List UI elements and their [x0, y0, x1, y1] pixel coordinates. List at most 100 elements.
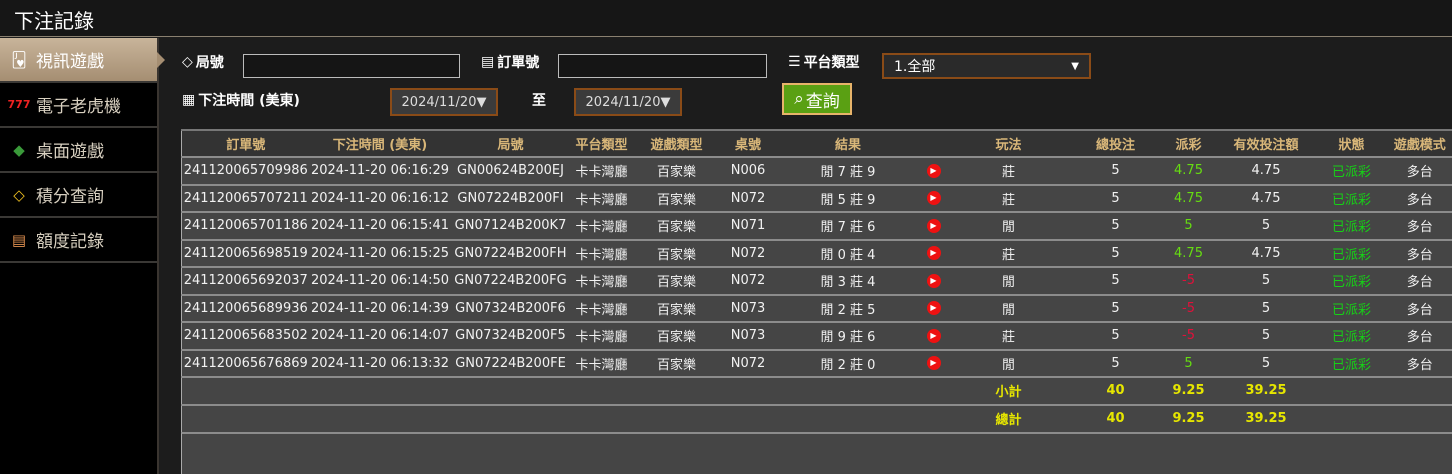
sidebar: 🂻 視訊遊戲 777 電子老虎機 ◆ 桌面遊戲 ◇ 積分查詢 ▤ 額度記錄: [0, 38, 165, 474]
total-payout: 9.25: [1160, 403, 1217, 432]
table-row: 241120065709986 2024-11-20 06:16:29 GN0062…: [181, 156, 1452, 185]
document-icon: ▤: [11, 230, 27, 249]
table-cell: 5: [1160, 211, 1217, 240]
table-cell: 241120065676869: [181, 348, 310, 377]
sidebar-item-credit-records[interactable]: ▤ 額度記錄: [0, 218, 157, 263]
table-cell: 百家樂: [632, 293, 721, 322]
table-row: 241120065692037 2024-11-20 06:14:50 GN0722…: [181, 266, 1452, 295]
video-play-icon[interactable]: ▶: [926, 273, 941, 288]
table-cell: 卡卡灣廳: [570, 211, 633, 240]
replay-cell: ▶: [920, 211, 947, 240]
search-icon: ⌕: [794, 89, 804, 109]
video-play-icon[interactable]: ▶: [926, 191, 941, 206]
replay-cell: ▶: [920, 266, 947, 295]
sidebar-item-label: 積分查詢: [36, 187, 104, 207]
table-cell: [632, 376, 721, 405]
replay-cell: ▶: [920, 348, 947, 377]
table-cell: 多台: [1387, 156, 1452, 185]
table-cell: 已派彩: [1315, 266, 1388, 295]
table-cell: 4.75: [1216, 238, 1316, 267]
subtotal-label: 小計: [946, 376, 1071, 405]
sidebar-item-label: 電子老虎機: [36, 97, 121, 117]
table-cell: 5: [1070, 156, 1161, 185]
subtotal-bet: 40: [1070, 376, 1161, 405]
table-cell: 2024-11-20 06:13:32: [309, 348, 451, 377]
table-cell: 5: [1160, 348, 1217, 377]
table-cell: 241120065692037: [181, 266, 310, 295]
table-cell: -5: [1160, 321, 1217, 350]
table-cell: GN07124B200K7: [450, 211, 571, 240]
video-play-icon[interactable]: ▶: [926, 246, 941, 261]
sidebar-item-live-games[interactable]: 🂻 視訊遊戲: [0, 38, 165, 83]
table-cell: 4.75: [1160, 238, 1217, 267]
bet-time-label-text: 下注時間 (美東): [198, 93, 300, 109]
search-button-label: 查詢: [805, 91, 840, 112]
column-header: 有效投注額: [1216, 130, 1316, 157]
table-cell: [570, 376, 633, 405]
table-cell: GN07224B200FI: [450, 183, 571, 212]
column-header: [920, 130, 947, 157]
column-header: 局號: [450, 130, 571, 157]
table-cell: [181, 403, 310, 432]
table-cell: 5: [1216, 321, 1316, 350]
subtotal-row: 小計 40 9.25 39.25: [181, 376, 1452, 405]
total-row: 總計 40 9.25 39.25: [181, 403, 1452, 432]
video-play-icon[interactable]: ▶: [926, 356, 941, 371]
platform-select[interactable]: 1.全部 ▼: [882, 53, 1091, 79]
replay-cell: ▶: [920, 183, 947, 212]
table-cell: 已派彩: [1315, 156, 1388, 185]
platform-label-text: 平台類型: [803, 55, 860, 71]
replay-cell: ▶: [920, 156, 947, 185]
table-cell: 百家樂: [632, 348, 721, 377]
table-cell: 閒 3 莊 4: [775, 266, 921, 295]
table-cell: 卡卡灣廳: [570, 293, 633, 322]
round-input[interactable]: [243, 54, 460, 78]
table-cell: 已派彩: [1315, 183, 1388, 212]
video-play-icon[interactable]: ▶: [926, 163, 941, 178]
table-cell: 莊: [946, 321, 1071, 350]
video-play-icon[interactable]: ▶: [926, 328, 941, 343]
tag-icon: ◇: [182, 54, 193, 70]
table-cell: 閒 2 莊 5: [775, 293, 921, 322]
table-cell: [450, 403, 571, 432]
table-cell: 4.75: [1160, 183, 1217, 212]
table-cell: 5: [1070, 238, 1161, 267]
table-cell: 2024-11-20 06:14:07: [309, 321, 451, 350]
table-cell: 閒: [946, 293, 1071, 322]
total-valid: 39.25: [1216, 403, 1316, 432]
table-cell: 多台: [1387, 321, 1452, 350]
clipboard-icon: ▤: [481, 54, 495, 70]
table-empty-area: [181, 432, 1452, 474]
search-button[interactable]: ⌕ 查詢: [782, 83, 852, 115]
date-from-picker[interactable]: 2024/11/20▼: [390, 88, 498, 116]
video-play-icon[interactable]: ▶: [926, 301, 941, 316]
sidebar-item-slots[interactable]: 777 電子老虎機: [0, 83, 157, 128]
title-bar: 下注記錄: [0, 0, 1452, 37]
column-header: 總投注: [1070, 130, 1161, 157]
table-cell: 百家樂: [632, 266, 721, 295]
sidebar-item-points[interactable]: ◇ 積分查詢: [0, 173, 157, 218]
table-row: 241120065676869 2024-11-20 06:13:32 GN0722…: [181, 348, 1452, 377]
video-play-icon[interactable]: ▶: [926, 218, 941, 233]
table-cell: N072: [720, 266, 776, 295]
date-to-picker[interactable]: 2024/11/20▼: [574, 88, 682, 116]
order-input[interactable]: [558, 54, 767, 78]
column-header: 訂單號: [181, 130, 310, 157]
table-cell: 多台: [1387, 238, 1452, 267]
total-label: 總計: [946, 403, 1071, 432]
table-cell: 閒 2 莊 0: [775, 348, 921, 377]
table-cell: N073: [720, 321, 776, 350]
table-cell: 4.75: [1216, 183, 1316, 212]
column-header: 平台類型: [570, 130, 633, 157]
table-cell: 2024-11-20 06:15:25: [309, 238, 451, 267]
column-header: 遊戲模式: [1387, 130, 1452, 157]
table-header: 訂單號 下注時間 (美東) 局號 平台類型 遊戲類型 桌號 結果 玩法 總投注 派彩 有效投注額 狀態…: [181, 130, 1452, 157]
sidebar-item-label: 視訊遊戲: [36, 52, 104, 72]
table-row: 241120065683502 2024-11-20 06:14:07 GN0732…: [181, 321, 1452, 350]
table-cell: 卡卡灣廳: [570, 183, 633, 212]
table-cell: 5: [1216, 348, 1316, 377]
table-cell: 241120065689936: [181, 293, 310, 322]
table-cell: 5: [1216, 293, 1316, 322]
table-cell: 241120065701186: [181, 211, 310, 240]
sidebar-item-table-games[interactable]: ◆ 桌面遊戲: [0, 128, 157, 173]
